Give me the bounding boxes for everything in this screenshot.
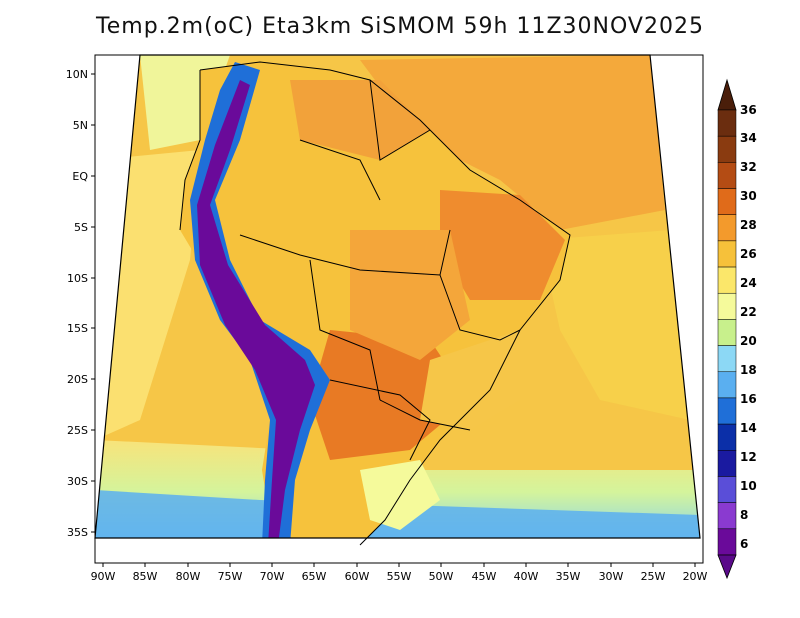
colorbar-swatch <box>717 450 737 477</box>
ocean-east-band <box>540 230 690 420</box>
colorbar-swatch <box>717 502 737 530</box>
lat-label: 30S <box>67 475 88 488</box>
colorbar-swatch <box>717 214 737 242</box>
lat-label: 5N <box>73 119 88 132</box>
colorbar: 36 34 32 30 28 26 24 22 20 18 16 14 12 1… <box>717 78 757 580</box>
lon-label: 20W <box>683 570 708 583</box>
lon-label: 55W <box>387 570 412 583</box>
lon-label: 30W <box>599 570 624 583</box>
lat-label: 5S <box>74 221 88 234</box>
colorbar-swatch <box>717 371 737 399</box>
lon-label: 35W <box>556 570 581 583</box>
cool-zone-south <box>360 460 440 530</box>
lat-label: 35S <box>67 526 88 539</box>
colorbar-swatch <box>717 240 737 268</box>
colorbar-swatch <box>717 135 737 163</box>
lat-label: EQ <box>72 170 88 183</box>
colorbar-label: 8 <box>740 508 748 522</box>
lon-label: 65W <box>302 570 327 583</box>
andes-core <box>197 80 315 538</box>
warm-ocean-north <box>360 55 665 230</box>
lon-label: 50W <box>429 570 454 583</box>
colorbar-label: 10 <box>740 479 757 493</box>
colorbar-label: 30 <box>740 189 757 203</box>
colorbar-swatch <box>717 266 737 294</box>
lat-label: 20S <box>67 373 88 386</box>
map-title: Temp.2m(oC) Eta3km SiSMOM 59h 11Z30NOV20… <box>96 14 704 39</box>
colorbar-swatch <box>717 528 737 556</box>
lat-label: 15S <box>67 322 88 335</box>
colorbar-label: 34 <box>740 131 757 145</box>
colorbar-swatch <box>717 423 737 451</box>
colorbar-label: 36 <box>740 103 757 117</box>
lon-label: 70W <box>260 570 285 583</box>
latitude-axis: 10N 5N EQ 5S 10S 15S 20S 25S 30S 35S <box>66 68 95 539</box>
lat-label: 25S <box>67 424 88 437</box>
colorbar-label: 16 <box>740 392 757 406</box>
lon-label: 40W <box>514 570 539 583</box>
colorbar-swatch <box>717 319 737 346</box>
warm-zone-central <box>350 230 470 360</box>
colorbar-swatch <box>717 476 737 503</box>
colorbar-label: 32 <box>740 160 757 174</box>
colorbar-top-arrow <box>717 78 737 111</box>
colorbar-label: 14 <box>740 421 757 435</box>
colorbar-swatch <box>717 109 737 137</box>
lon-label: 45W <box>472 570 497 583</box>
lon-label: 75W <box>218 570 243 583</box>
longitude-axis: 90W 85W 80W 75W 70W 65W 60W 55W 50W 45W … <box>91 563 708 583</box>
lon-label: 80W <box>176 570 201 583</box>
lon-label: 25W <box>641 570 666 583</box>
colorbar-bottom-arrow <box>717 554 737 580</box>
lon-label: 90W <box>91 570 116 583</box>
lat-label: 10N <box>66 68 88 81</box>
colorbar-swatch <box>717 162 737 189</box>
map-field <box>95 55 700 538</box>
colorbar-swatch <box>717 188 737 215</box>
colorbar-swatch <box>717 397 737 425</box>
colorbar-swatch <box>717 345 737 373</box>
colorbar-swatches <box>717 109 737 556</box>
colorbar-label: 24 <box>740 276 757 290</box>
hot-zone-northeast <box>440 190 565 300</box>
colorbar-label: 20 <box>740 334 757 348</box>
mild-zone-southeast <box>420 330 520 430</box>
colorbar-swatch <box>717 292 737 320</box>
colorbar-label: 18 <box>740 363 757 377</box>
colorbar-label: 28 <box>740 218 757 232</box>
colorbar-label: 22 <box>740 305 757 319</box>
lon-label: 85W <box>133 570 158 583</box>
country-borders <box>179 61 571 546</box>
colorbar-label: 6 <box>740 537 748 551</box>
colorbar-label: 26 <box>740 247 757 261</box>
colorbar-label: 12 <box>740 450 757 464</box>
lon-label: 60W <box>345 570 370 583</box>
lat-label: 10S <box>67 272 88 285</box>
